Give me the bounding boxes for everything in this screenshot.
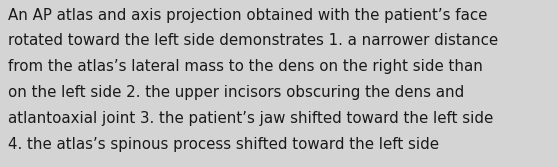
Text: 4. the atlas’s spinous process shifted toward the left side: 4. the atlas’s spinous process shifted t…	[8, 137, 439, 152]
Text: on the left side 2. the upper incisors obscuring the dens and: on the left side 2. the upper incisors o…	[8, 85, 464, 100]
Text: atlantoaxial joint 3. the patient’s jaw shifted toward the left side: atlantoaxial joint 3. the patient’s jaw …	[8, 111, 493, 126]
Text: from the atlas’s lateral mass to the dens on the right side than: from the atlas’s lateral mass to the den…	[8, 59, 483, 74]
Text: An AP atlas and axis projection obtained with the patient’s face: An AP atlas and axis projection obtained…	[8, 8, 487, 23]
Text: rotated toward the left side demonstrates 1. a narrower distance: rotated toward the left side demonstrate…	[8, 33, 498, 48]
